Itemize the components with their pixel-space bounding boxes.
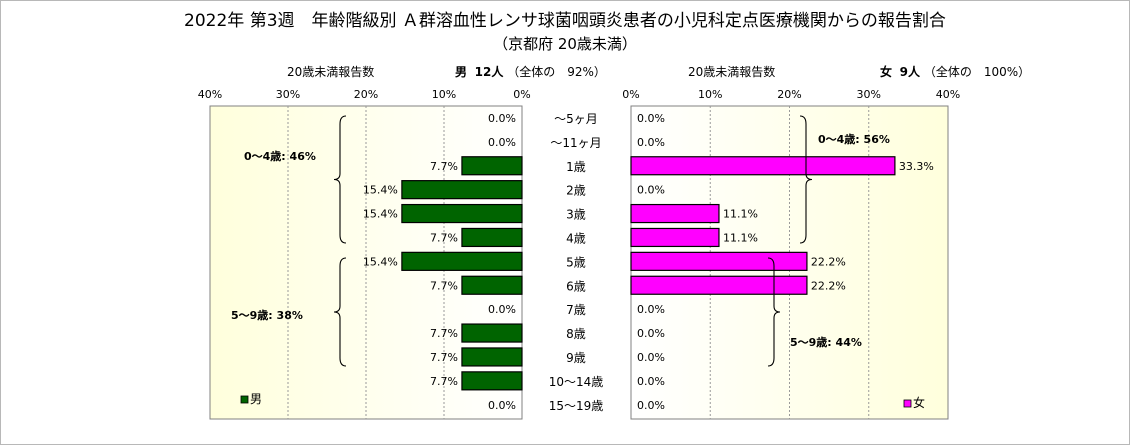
left-tick-label: 30%	[276, 88, 300, 101]
right-tick-label: 40%	[936, 88, 960, 101]
female-bar	[630, 227, 720, 248]
category-label: 15～19歳	[549, 399, 604, 413]
female-bar	[630, 275, 808, 295]
female-value-label: 11.1%	[723, 208, 758, 221]
category-label: 10～14歳	[549, 375, 604, 389]
category-label: 8歳	[566, 327, 586, 341]
right-header-label: 20歳未満報告数	[688, 65, 776, 79]
female-value-label: 0.0%	[637, 303, 665, 316]
male-bar	[461, 323, 523, 343]
female-value-label: 22.2%	[811, 255, 846, 268]
left-tick-label: 0%	[513, 88, 530, 101]
category-label: 2歳	[566, 184, 586, 198]
female-5-9-annotation: 5～9歳: 44%	[790, 335, 862, 349]
category-label: ～11ヶ月	[550, 136, 601, 150]
female-value-label: 0.0%	[637, 184, 665, 197]
male-bar	[401, 180, 523, 200]
male-value-label: 15.4%	[363, 184, 398, 197]
male-0-4-brace	[333, 115, 347, 244]
male-5-9-annotation: 5～9歳: 38%	[231, 308, 303, 322]
male-legend-label: 男	[250, 392, 262, 406]
left-sex-label: 男	[455, 65, 468, 79]
male-value-label: 7.7%	[430, 231, 458, 244]
category-label: 6歳	[566, 279, 586, 293]
right-share-label: （全体の 100%）	[923, 65, 1031, 79]
male-value-label: 0.0%	[488, 399, 516, 412]
category-label: 1歳	[566, 160, 586, 174]
male-value-label: 0.0%	[488, 136, 516, 149]
male-bar	[461, 371, 523, 391]
female-value-label: 0.0%	[637, 112, 665, 125]
male-value-label: 0.0%	[488, 112, 516, 125]
male-bar	[461, 347, 523, 367]
female-bar	[630, 203, 720, 224]
male-bar	[461, 275, 523, 295]
male-value-label: 0.0%	[488, 303, 516, 316]
male-value-label: 7.7%	[430, 375, 458, 388]
male-5-9-brace	[333, 257, 347, 367]
male-0-4-annotation: 0～4歳: 46%	[244, 149, 316, 163]
right-sex-label: 女	[880, 65, 893, 79]
female-value-label: 0.0%	[637, 327, 665, 340]
female-value-label: 11.1%	[723, 231, 758, 244]
male-value-label: 7.7%	[430, 351, 458, 364]
category-label: 7歳	[566, 303, 586, 317]
female-value-label: 0.0%	[637, 351, 665, 364]
female-value-label: 22.2%	[811, 279, 846, 292]
category-label: 5歳	[566, 255, 586, 269]
category-label: ～5ヶ月	[554, 112, 598, 126]
male-value-label: 7.7%	[430, 160, 458, 173]
left-count-label: 12人	[474, 65, 504, 79]
right-sex-count: 女 9人 （全体の 100%）	[880, 63, 1030, 80]
male-bar	[401, 251, 523, 271]
category-label: 4歳	[566, 231, 586, 245]
male-bar	[461, 156, 523, 176]
left-tick-label: 20%	[354, 88, 378, 101]
female-value-label: 0.0%	[637, 375, 665, 388]
left-tick-label: 40%	[198, 88, 222, 101]
right-tick-label: 20%	[777, 88, 801, 101]
category-label: 9歳	[566, 351, 586, 365]
male-value-label: 15.4%	[363, 255, 398, 268]
left-share-label: （全体の 92%）	[507, 65, 606, 79]
male-value-label: 15.4%	[363, 208, 398, 221]
left-header-label: 20歳未満報告数	[287, 65, 375, 79]
male-value-label: 7.7%	[430, 279, 458, 292]
male-legend-swatch	[240, 395, 249, 404]
male-value-label: 7.7%	[430, 327, 458, 340]
female-value-label: 33.3%	[899, 160, 934, 173]
female-0-4-brace	[799, 115, 813, 244]
female-legend-swatch	[903, 399, 912, 408]
male-bar	[401, 203, 523, 224]
female-value-label: 0.0%	[637, 399, 665, 412]
female-legend-label: 女	[913, 395, 925, 410]
chart-title: 2022年 第3週 年齢階級別 Ａ群溶血性レンサ球菌咽頭炎患者の小児科定点医療機…	[184, 11, 946, 31]
right-tick-label: 10%	[698, 88, 722, 101]
right-count-label: 9人	[899, 65, 921, 79]
chart-subtitle: （京都府 20歳未満）	[493, 35, 637, 53]
female-0-4-annotation: 0～4歳: 56%	[818, 132, 890, 146]
female-bar	[630, 251, 808, 271]
female-value-label: 0.0%	[637, 136, 665, 149]
right-tick-label: 30%	[857, 88, 881, 101]
left-tick-label: 10%	[432, 88, 456, 101]
female-bar	[630, 156, 896, 176]
right-tick-label: 0%	[622, 88, 639, 101]
male-bar	[461, 227, 523, 248]
female-5-9-brace	[767, 257, 781, 367]
left-sex-count: 男 12人 （全体の 92%）	[455, 63, 606, 80]
category-label: 3歳	[566, 208, 586, 222]
